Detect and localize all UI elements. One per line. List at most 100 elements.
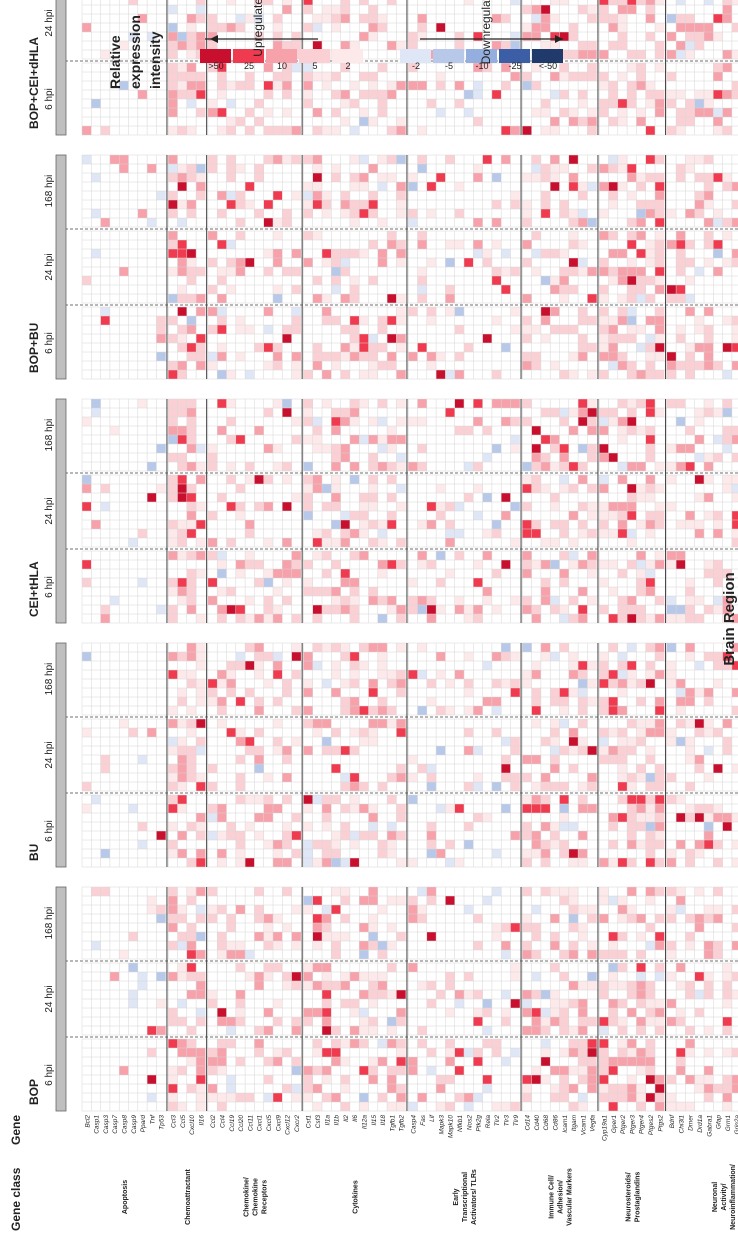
heatmap-cell <box>396 258 406 267</box>
heatmap-cell <box>82 126 92 135</box>
heatmap-cell <box>196 1048 206 1057</box>
heatmap-cell <box>578 670 588 679</box>
heatmap-cell <box>217 267 227 276</box>
heatmap-cell <box>464 1102 474 1111</box>
heatmap-cell <box>177 697 187 706</box>
heatmap-cell <box>303 661 313 670</box>
heatmap-cell <box>655 191 665 200</box>
heatmap-cell <box>177 1017 187 1026</box>
heatmap-cell <box>713 173 723 182</box>
heatmap-cell <box>655 773 665 782</box>
heatmap-cell <box>291 614 301 623</box>
heatmap-cell <box>303 399 313 408</box>
heatmap-cell <box>568 511 579 520</box>
heatmap-cell <box>722 14 732 23</box>
heatmap-cell <box>322 316 332 325</box>
heatmap-cell <box>254 972 264 981</box>
heatmap-cell <box>349 551 360 560</box>
heatmap-cell <box>608 706 618 715</box>
heatmap-cell <box>359 117 369 126</box>
heatmap-cell <box>426 840 437 849</box>
heatmap-cell <box>510 538 520 547</box>
heatmap-cell <box>235 999 246 1008</box>
heatmap-cell <box>464 972 474 981</box>
heatmap-cell <box>282 923 292 932</box>
heatmap-cell <box>359 502 369 511</box>
heatmap-cell <box>186 426 197 435</box>
heatmap-cell <box>464 605 474 614</box>
heatmap-cell <box>522 72 532 81</box>
heatmap-cell <box>177 804 187 813</box>
heatmap-cell <box>599 652 609 661</box>
heatmap-cell <box>666 999 677 1008</box>
heatmap-cell <box>349 511 360 520</box>
heatmap-cell <box>694 840 705 849</box>
heatmap-cell <box>235 352 246 361</box>
heatmap-cell <box>196 1102 206 1111</box>
heatmap-cell <box>396 831 406 840</box>
heatmap-cell <box>617 728 628 737</box>
heatmap-cell <box>599 408 609 417</box>
heatmap-cell <box>645 1008 656 1017</box>
heatmap-cell <box>454 1048 465 1057</box>
heatmap-cell <box>510 679 520 688</box>
heatmap-cell <box>235 605 246 614</box>
heatmap-cell <box>491 529 502 538</box>
heatmap-cell <box>655 334 665 343</box>
heatmap-cell <box>704 453 714 462</box>
heatmap-cell <box>713 126 723 135</box>
heatmap-cell <box>608 81 618 90</box>
heatmap-cell <box>263 108 274 117</box>
heatmap-cell <box>522 334 532 343</box>
heatmap-cell <box>100 484 110 493</box>
heatmap-cell <box>207 444 218 453</box>
heatmap-cell <box>608 231 618 240</box>
heatmap-cell <box>156 914 166 923</box>
heatmap-cell <box>340 858 350 867</box>
heatmap-cell <box>245 370 255 379</box>
heatmap-cell <box>608 417 618 426</box>
heatmap-cell <box>599 661 609 670</box>
heatmap-cell <box>119 41 129 50</box>
heatmap-cell <box>608 941 618 950</box>
heatmap-cell <box>186 435 197 444</box>
heatmap-cell <box>722 343 732 352</box>
heatmap-cell <box>168 719 178 728</box>
heatmap-cell <box>722 108 732 117</box>
heatmap-cell <box>666 614 677 623</box>
heatmap-cell <box>282 1084 292 1093</box>
heatmap-cell <box>408 795 418 804</box>
heatmap-cell <box>608 343 618 352</box>
heatmap-cell <box>396 858 406 867</box>
heatmap-cell <box>396 435 406 444</box>
heatmap-cell <box>273 126 283 135</box>
heatmap-cell <box>196 538 206 547</box>
heatmap-cell <box>331 596 341 605</box>
heatmap-cell <box>377 905 388 914</box>
heatmap-cell <box>491 240 502 249</box>
heatmap-cell <box>510 126 520 135</box>
heatmap-cell <box>655 858 665 867</box>
heatmap-cell <box>396 773 406 782</box>
heatmap-cell <box>186 325 197 334</box>
heatmap-cell <box>694 99 705 108</box>
heatmap-cell <box>426 614 437 623</box>
heatmap-cell <box>704 23 714 32</box>
heatmap-cell <box>282 840 292 849</box>
heatmap-cell <box>282 502 292 511</box>
heatmap-cell <box>599 1075 609 1084</box>
heatmap-cell <box>587 126 597 135</box>
heatmap-cell <box>119 267 129 276</box>
heatmap-cell <box>510 999 520 1008</box>
heatmap-cell <box>655 972 665 981</box>
heatmap-cell <box>685 1048 695 1057</box>
heatmap-cell <box>168 782 178 791</box>
heatmap-cell <box>627 50 637 59</box>
heatmap-cell <box>704 697 714 706</box>
heatmap-cell <box>156 972 166 981</box>
heatmap-cell <box>196 1057 206 1066</box>
heatmap-cell <box>91 887 101 896</box>
heatmap-cell <box>722 1084 732 1093</box>
heatmap-cell <box>217 72 227 81</box>
heatmap-cell <box>100 126 110 135</box>
